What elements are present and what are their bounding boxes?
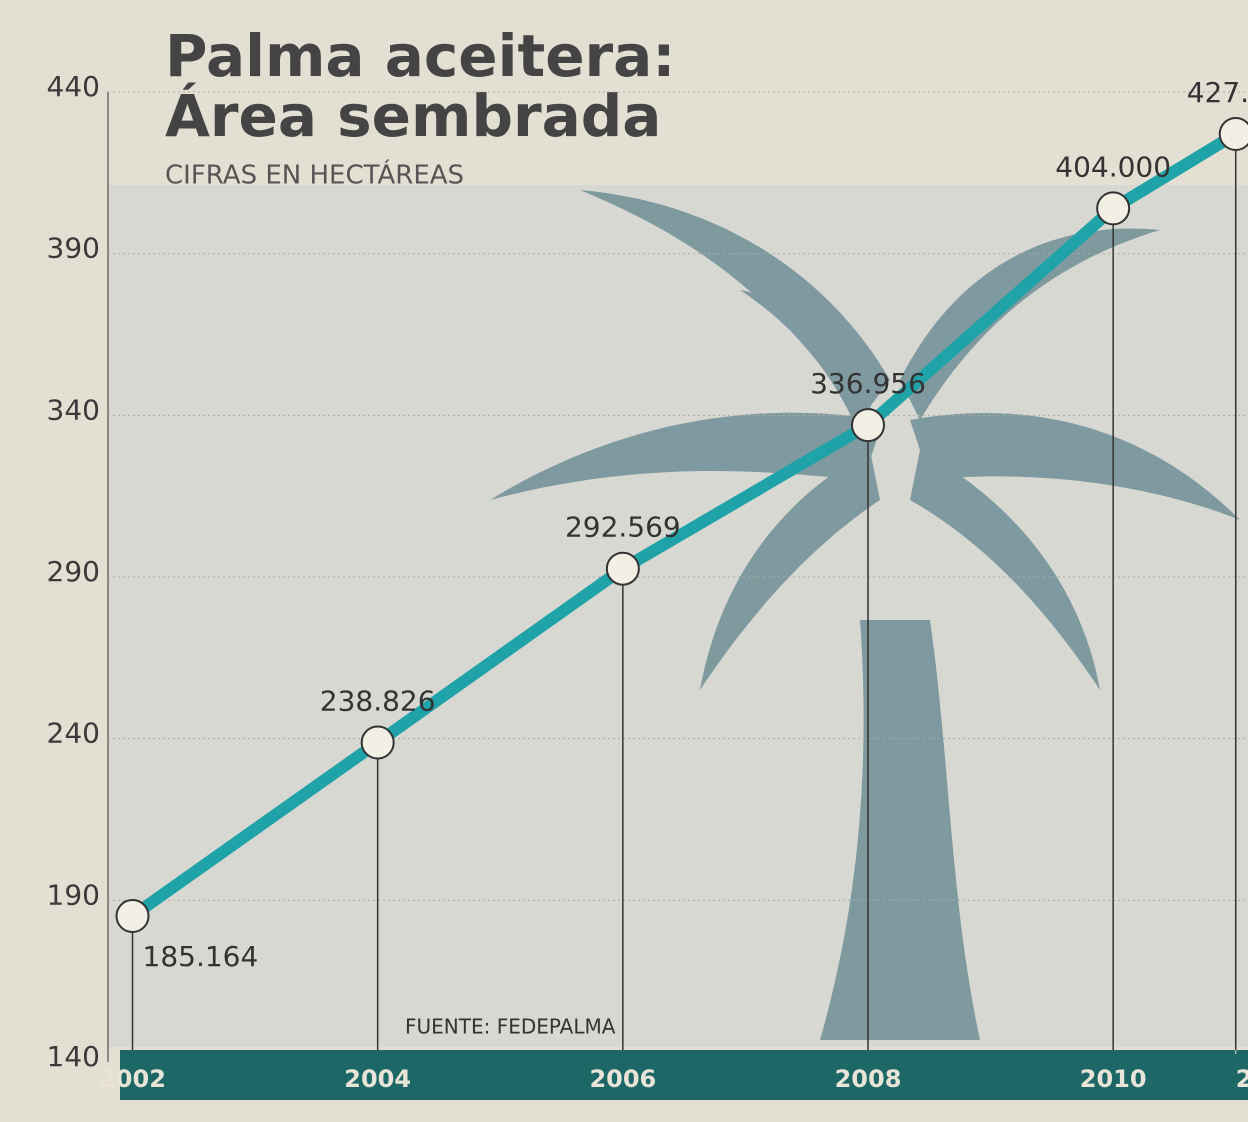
x-tick-label: 2010: [1080, 1065, 1147, 1093]
y-tick-label: 240: [47, 717, 100, 750]
y-tick-label: 140: [47, 1040, 100, 1073]
data-label: 404.000: [1055, 150, 1171, 183]
data-label: 292.569: [565, 511, 681, 544]
data-label: 238.826: [320, 684, 436, 717]
point-marker: [117, 900, 149, 932]
chart: Palma aceitera:Área sembrada CIFRAS EN H…: [0, 0, 1248, 1122]
point-marker: [1097, 192, 1129, 224]
y-tick-label: 340: [47, 393, 100, 426]
chart-subtitle: CIFRAS EN HECTÁREAS: [165, 159, 464, 191]
data-label: 185.164: [143, 940, 259, 973]
y-tick-label: 190: [47, 878, 100, 911]
point-marker: [1220, 118, 1248, 150]
y-tick-label: 290: [47, 555, 100, 588]
x-tick-label: 2002: [99, 1065, 166, 1093]
x-tick-label: 2006: [589, 1065, 656, 1093]
x-tick-label: 2004: [344, 1065, 411, 1093]
data-label: 336.956: [810, 367, 926, 400]
point-marker: [362, 726, 394, 758]
x-tick-label: 201: [1236, 1065, 1248, 1093]
data-label: 427.00: [1187, 76, 1248, 109]
point-marker: [607, 553, 639, 585]
source-note: FUENTE: FEDEPALMA: [405, 1015, 616, 1039]
y-tick-label: 390: [47, 232, 100, 265]
x-tick-label: 2008: [835, 1065, 902, 1093]
y-tick-label: 440: [47, 70, 100, 103]
chart-title: Palma aceitera:Área sembrada: [165, 22, 675, 150]
point-marker: [852, 409, 884, 441]
